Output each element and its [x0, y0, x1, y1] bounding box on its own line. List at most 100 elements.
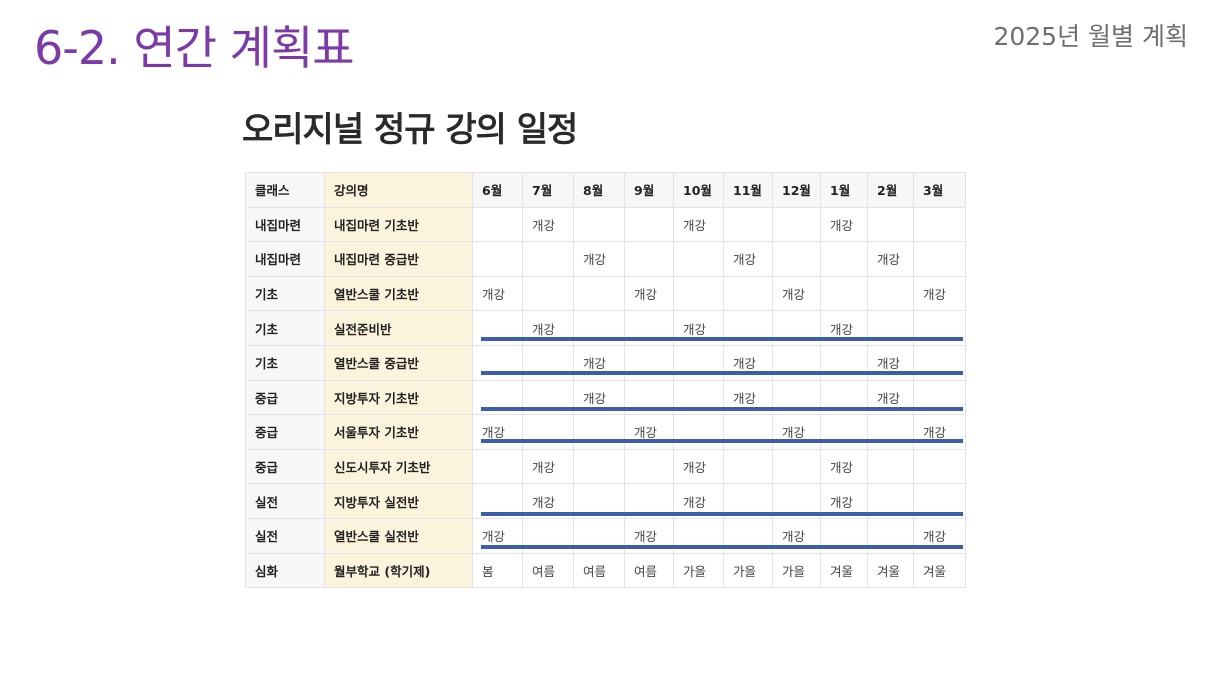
month-cell: 개강 — [673, 206, 724, 243]
course-name-cell: 실전준비반 — [324, 310, 473, 346]
page-title: 6-2. 연간 계획표 — [34, 21, 355, 75]
table-row: 실전 지방투자 실전반 개강 개강 개강 — [245, 483, 966, 519]
course-name-cell: 열반스쿨 기초반 — [324, 275, 473, 312]
class-cell: 기초 — [245, 275, 325, 312]
course-name-cell: 열반스쿨 실전반 — [324, 517, 473, 554]
month-cell — [573, 414, 625, 450]
column-header-month: 2월 — [867, 172, 914, 208]
month-cell: 개강 — [867, 241, 914, 277]
month-cell — [472, 241, 523, 277]
month-cell: 개강 — [472, 275, 523, 312]
month-cell: 가을 — [673, 552, 724, 589]
month-cell: 개강 — [624, 414, 674, 450]
table-row: 중급 신도시투자 기초반 개강 개강 개강 — [245, 448, 966, 485]
course-name-cell: 열반스쿨 중급반 — [324, 344, 473, 381]
month-cell — [573, 206, 625, 243]
table-row: 내집마련 내집마련 중급반 개강 개강 개강 — [245, 241, 966, 277]
table-header-row: 클래스 강의명 6월 7월 8월 9월 10월 11월 12월 1월 2월 3월 — [245, 172, 966, 208]
month-cell: 개강 — [522, 206, 574, 243]
month-cell — [624, 448, 674, 485]
highlight-bar — [481, 545, 963, 549]
month-cell: 여름 — [624, 552, 674, 589]
month-cell: 겨울 — [867, 552, 914, 589]
month-cell: 봄 — [472, 552, 523, 589]
schedule-table: 클래스 강의명 6월 7월 8월 9월 10월 11월 12월 1월 2월 3월… — [245, 172, 966, 589]
course-name-cell: 내집마련 중급반 — [324, 241, 473, 277]
table-row: 실전 열반스쿨 실전반 개강 개강 개강 개강 — [245, 517, 966, 554]
month-cell — [472, 448, 523, 485]
month-cell — [772, 241, 821, 277]
class-cell: 기초 — [245, 344, 325, 381]
column-header-month: 10월 — [673, 172, 724, 208]
column-header-class: 클래스 — [245, 172, 325, 208]
month-cell — [913, 448, 966, 485]
class-cell: 실전 — [245, 517, 325, 554]
highlight-bar — [481, 439, 963, 443]
month-cell — [573, 448, 625, 485]
month-cell: 개강 — [820, 206, 868, 243]
month-cell — [624, 241, 674, 277]
month-cell: 개강 — [913, 414, 966, 450]
month-cell — [820, 241, 868, 277]
table-row: 내집마련 내집마련 기초반 개강 개강 개강 — [245, 206, 966, 243]
class-cell: 중급 — [245, 379, 325, 416]
month-cell — [723, 275, 773, 312]
month-cell — [522, 414, 574, 450]
table-row: 중급 서울투자 기초반 개강 개강 개강 개강 — [245, 414, 966, 450]
month-cell — [913, 206, 966, 243]
month-cell: 개강 — [472, 517, 523, 554]
month-cell — [867, 448, 914, 485]
column-header-month: 9월 — [624, 172, 674, 208]
column-header-month: 1월 — [820, 172, 868, 208]
section-heading: 오리지널 정규 강의 일정 — [242, 110, 578, 150]
month-cell: 겨울 — [913, 552, 966, 589]
month-cell: 개강 — [772, 275, 821, 312]
month-cell — [723, 414, 773, 450]
column-header-month: 12월 — [772, 172, 821, 208]
month-cell: 개강 — [522, 448, 574, 485]
month-cell: 개강 — [772, 414, 821, 450]
month-cell — [673, 241, 724, 277]
month-cell — [673, 275, 724, 312]
course-name-cell: 월부학교 (학기제) — [324, 552, 473, 589]
column-header-month: 6월 — [472, 172, 523, 208]
page-subtitle: 2025년 월별 계획 — [993, 22, 1188, 51]
month-cell: 겨울 — [820, 552, 868, 589]
course-name-cell: 서울투자 기초반 — [324, 414, 473, 450]
month-cell — [522, 241, 574, 277]
month-cell: 개강 — [573, 241, 625, 277]
column-header-month: 8월 — [573, 172, 625, 208]
month-cell — [867, 206, 914, 243]
highlight-bar — [481, 371, 963, 375]
month-cell — [867, 414, 914, 450]
highlight-bar — [481, 512, 963, 516]
month-cell: 개강 — [723, 241, 773, 277]
highlight-bar — [481, 337, 963, 341]
class-cell: 실전 — [245, 483, 325, 519]
course-name-cell: 내집마련 기초반 — [324, 206, 473, 243]
class-cell: 심화 — [245, 552, 325, 589]
month-cell: 개강 — [913, 275, 966, 312]
class-cell: 중급 — [245, 448, 325, 485]
month-cell: 여름 — [522, 552, 574, 589]
course-name-cell: 지방투자 실전반 — [324, 483, 473, 519]
month-cell: 개강 — [624, 275, 674, 312]
table-row: 심화 월부학교 (학기제) 봄 여름 여름 여름 가을 가을 가을 겨울 겨울 겨울 — [245, 552, 966, 589]
month-cell: 개강 — [820, 448, 868, 485]
month-cell — [573, 275, 625, 312]
column-header-course: 강의명 — [324, 172, 473, 208]
course-name-cell: 신도시투자 기초반 — [324, 448, 473, 485]
class-cell: 중급 — [245, 414, 325, 450]
month-cell — [723, 448, 773, 485]
month-cell — [772, 448, 821, 485]
class-cell: 기초 — [245, 310, 325, 346]
month-cell — [723, 206, 773, 243]
month-cell: 가을 — [723, 552, 773, 589]
month-cell — [820, 275, 868, 312]
month-cell — [624, 206, 674, 243]
column-header-month: 11월 — [723, 172, 773, 208]
month-cell: 개강 — [673, 448, 724, 485]
column-header-month: 7월 — [522, 172, 574, 208]
month-cell: 여름 — [573, 552, 625, 589]
month-cell: 개강 — [472, 414, 523, 450]
